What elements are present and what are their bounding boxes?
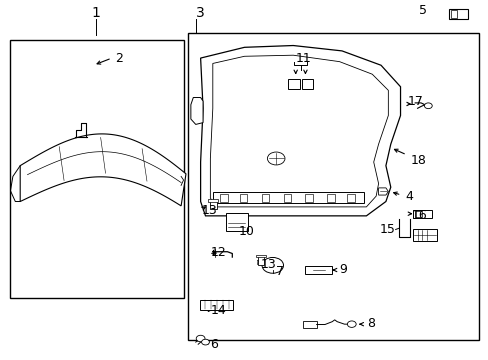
Bar <box>412 229 436 241</box>
Bar <box>256 255 265 257</box>
Text: 7: 7 <box>276 265 284 278</box>
Text: 13: 13 <box>260 258 276 271</box>
Text: 17: 17 <box>407 95 423 108</box>
Text: 4: 4 <box>405 190 412 203</box>
Text: 2: 2 <box>115 51 123 64</box>
Bar <box>220 194 227 202</box>
Circle shape <box>267 152 285 165</box>
Text: 1: 1 <box>91 6 100 20</box>
Text: 18: 18 <box>409 154 425 167</box>
Text: 16: 16 <box>411 210 427 222</box>
Text: 5: 5 <box>418 4 426 17</box>
Bar <box>10 40 183 298</box>
Bar <box>283 194 291 202</box>
Bar <box>327 194 334 202</box>
Bar <box>200 300 233 310</box>
Bar <box>305 266 331 274</box>
Circle shape <box>262 257 283 273</box>
Text: 10: 10 <box>238 225 254 238</box>
Text: 9: 9 <box>339 263 347 276</box>
Bar <box>301 78 313 89</box>
Bar <box>305 194 313 202</box>
Circle shape <box>346 321 355 327</box>
Bar <box>261 194 269 202</box>
Text: 6: 6 <box>210 338 218 351</box>
Circle shape <box>201 339 209 345</box>
Circle shape <box>196 335 204 342</box>
Circle shape <box>424 103 431 109</box>
Bar <box>412 210 431 218</box>
Bar <box>208 199 218 202</box>
Bar <box>209 200 216 210</box>
Text: 3: 3 <box>195 6 204 20</box>
Text: 13: 13 <box>202 204 217 217</box>
Bar <box>448 9 467 19</box>
Polygon shape <box>200 45 400 216</box>
Bar <box>346 194 354 202</box>
Bar <box>225 213 247 231</box>
Text: 11: 11 <box>296 51 311 64</box>
Text: 14: 14 <box>210 305 225 318</box>
Bar <box>257 256 264 265</box>
Text: 15: 15 <box>379 223 395 236</box>
Bar <box>239 194 247 202</box>
Bar <box>288 78 300 89</box>
Text: 8: 8 <box>366 317 375 330</box>
Polygon shape <box>20 134 185 206</box>
Bar <box>212 192 363 203</box>
Bar <box>188 33 478 339</box>
Bar <box>414 211 421 217</box>
Bar <box>450 10 456 18</box>
Polygon shape <box>190 98 203 125</box>
Text: 12: 12 <box>210 246 225 259</box>
Bar <box>303 321 316 328</box>
Polygon shape <box>378 188 387 195</box>
